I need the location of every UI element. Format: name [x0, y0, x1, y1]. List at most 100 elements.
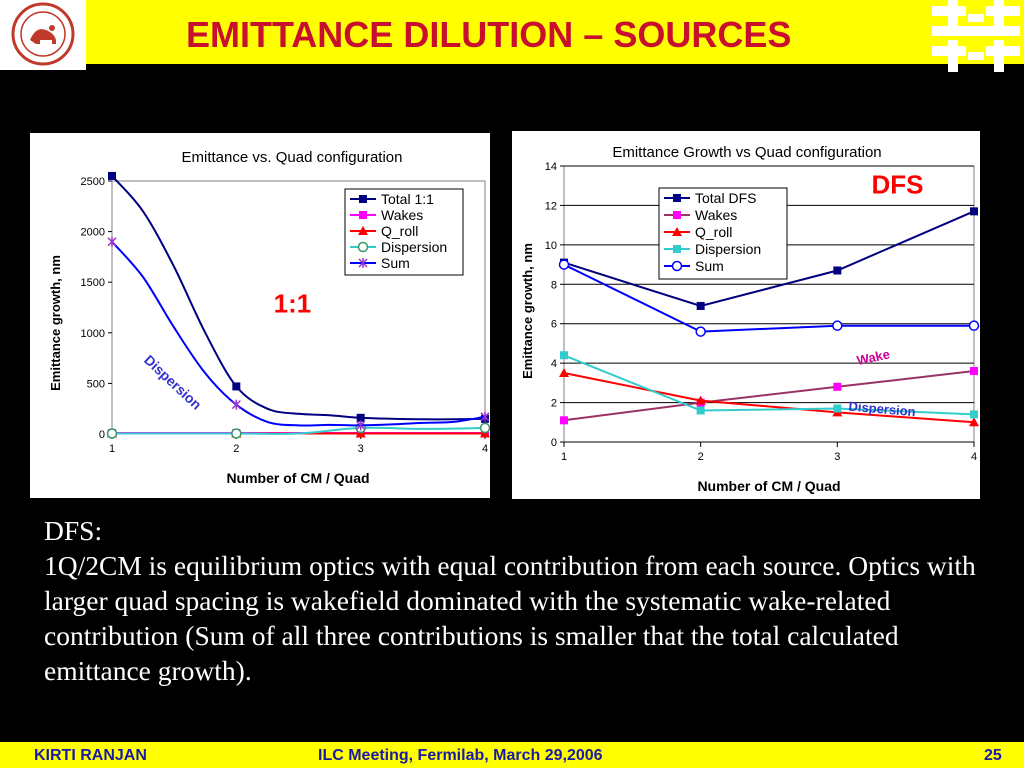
fermilab-icon	[932, 0, 1020, 72]
legend-marker	[358, 258, 368, 268]
data-point	[695, 326, 706, 337]
series-line	[563, 263, 974, 333]
fermilab-logo	[928, 0, 1024, 72]
data-point	[833, 266, 842, 275]
x-tick-label: 1	[109, 443, 115, 455]
data-point	[560, 351, 568, 360]
series-line	[563, 210, 975, 308]
legend-label: Total 1:1	[381, 191, 434, 207]
series-sum	[558, 259, 980, 337]
data-point	[968, 320, 980, 331]
slide-title: EMITTANCE DILUTION – SOURCES	[186, 14, 792, 55]
legend-marker	[359, 195, 367, 203]
y-axis-label: Emittance growth, nm	[48, 255, 63, 391]
y-tick-label: 1500	[81, 277, 105, 289]
data-point	[969, 417, 979, 427]
x-tick-label: 1	[561, 451, 567, 463]
data-point	[232, 382, 241, 391]
legend-marker	[673, 245, 681, 253]
series-line	[111, 175, 486, 421]
legend-marker	[673, 194, 681, 202]
legend-item: Q_roll	[350, 223, 418, 239]
y-tick-label: 2	[551, 398, 557, 410]
chart-panel-right: Emittance Growth vs Quad configuration E…	[512, 131, 980, 499]
data-point	[833, 382, 842, 391]
legend-marker	[359, 211, 367, 219]
series-sum	[107, 236, 490, 431]
body-heading: DFS:	[44, 515, 103, 546]
legend-label: Dispersion	[381, 239, 447, 255]
x-tick-label: 4	[971, 451, 977, 463]
y-tick-label: 0	[551, 437, 557, 449]
legend-label: Wakes	[381, 207, 423, 223]
legend-label: Wakes	[695, 207, 737, 223]
y-axis-label: Emittance growth, nm	[520, 243, 535, 379]
series-line	[111, 241, 486, 427]
data-point	[696, 301, 705, 310]
y-tick-label: 6	[551, 319, 557, 331]
y-tick-label: 500	[87, 378, 105, 390]
data-point	[480, 411, 490, 422]
series-line	[563, 354, 975, 416]
data-point	[356, 413, 365, 422]
legend-item: Dispersion	[350, 239, 447, 255]
legend-marker	[673, 211, 681, 219]
legend-marker	[671, 260, 683, 272]
series-dispersion	[560, 351, 978, 419]
legend-label: Sum	[381, 255, 410, 271]
data-point	[231, 428, 242, 439]
university-seal-logo	[0, 0, 86, 70]
data-point	[107, 236, 117, 247]
x-tick-label: 4	[482, 443, 488, 455]
legend-marker	[358, 226, 368, 235]
body-paragraph: 1Q/2CM is equilibrium optics with equal …	[44, 550, 976, 686]
data-point	[479, 422, 491, 434]
series-line	[563, 372, 975, 424]
legend-item: Q_roll	[664, 224, 732, 240]
legend-item: Total 1:1	[350, 191, 434, 207]
y-tick-label: 10	[545, 240, 557, 252]
annotation-dispersion: Dispersion	[848, 399, 916, 420]
data-point	[970, 410, 978, 419]
x-tick-label: 3	[358, 443, 364, 455]
footer-page-number: 25	[984, 747, 1002, 764]
chart-left-svg: Emittance vs. Quad configuration Emittan…	[48, 149, 491, 486]
legend-marker	[357, 241, 369, 253]
data-point	[696, 406, 705, 415]
data-point	[970, 367, 978, 376]
data-point	[106, 428, 118, 439]
title-bar	[0, 0, 1024, 64]
y-tick-label: 2500	[81, 176, 105, 188]
data-point	[356, 420, 366, 431]
data-point	[832, 320, 843, 331]
legend-label: Q_roll	[695, 224, 732, 240]
legend-label: Sum	[695, 258, 724, 274]
x-axis-label: Number of CM / Quad	[226, 470, 369, 486]
x-axis-label: Number of CM / Quad	[697, 478, 840, 494]
data-point	[833, 404, 842, 413]
series-line	[563, 370, 975, 422]
legend-label: Dispersion	[695, 241, 761, 257]
chart-title: Emittance Growth vs Quad configuration	[612, 144, 881, 161]
legend-item: Sum	[664, 258, 724, 274]
y-tick-label: 1000	[81, 328, 105, 340]
x-tick-label: 2	[233, 443, 239, 455]
legend-label: Q_roll	[381, 223, 418, 239]
x-tick-label: 2	[698, 451, 704, 463]
data-point	[695, 395, 706, 405]
seal-icon	[11, 2, 75, 66]
x-tick-label: 3	[834, 451, 840, 463]
y-tick-label: 8	[551, 279, 557, 291]
series-line	[111, 426, 486, 435]
legend-item: Dispersion	[664, 241, 761, 257]
data-point	[970, 207, 978, 216]
data-point	[558, 259, 570, 270]
data-point	[559, 368, 569, 377]
chart-panel-left: Emittance vs. Quad configuration Emittan…	[30, 133, 491, 498]
y-tick-label: 4	[551, 358, 557, 370]
footer-bar: KIRTI RANJAN ILC Meeting, Fermilab, Marc…	[0, 742, 1024, 768]
footer-author: KIRTI RANJAN	[34, 747, 147, 764]
legend-item: Wakes	[664, 207, 737, 223]
chart-title: Emittance vs. Quad configuration	[182, 149, 403, 166]
